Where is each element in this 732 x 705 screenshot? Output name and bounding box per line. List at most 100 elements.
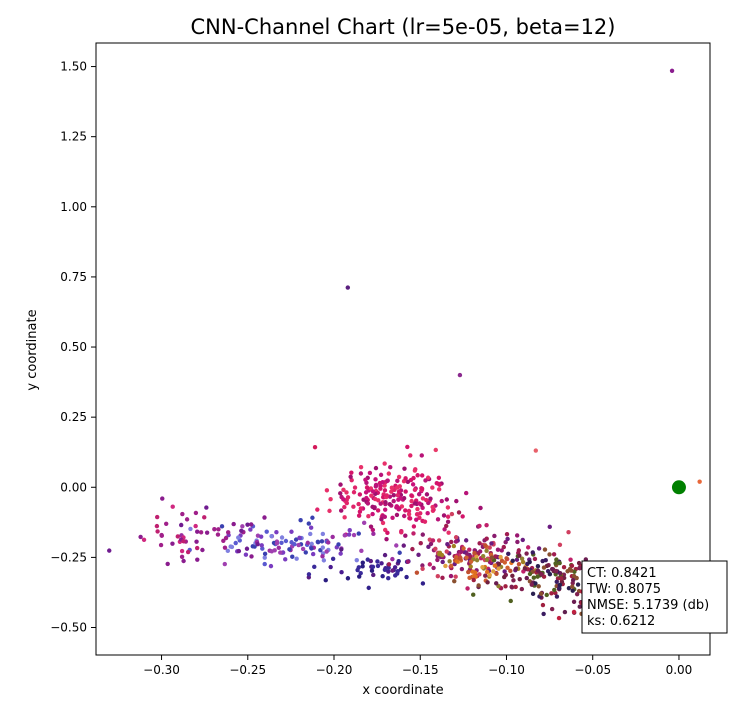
- scatter-point: [236, 535, 241, 540]
- scatter-point: [430, 538, 436, 543]
- scatter-point: [231, 521, 236, 527]
- scatter-point: [435, 557, 440, 563]
- scatter-point: [504, 556, 509, 561]
- scatter-point: [179, 548, 185, 554]
- scatter-point: [474, 554, 479, 559]
- scatter-point: [503, 584, 508, 589]
- scatter-point: [404, 574, 409, 580]
- scatter-point: [328, 496, 333, 502]
- scatter-point: [474, 557, 480, 563]
- scatter-point: [321, 558, 327, 563]
- scatter-point: [326, 540, 331, 545]
- scatter-point: [516, 561, 522, 567]
- scatter-point: [248, 527, 253, 532]
- scatter-point: [225, 548, 231, 554]
- scatter-point: [276, 545, 281, 551]
- scatter-point: [415, 506, 420, 512]
- scatter-point: [536, 546, 542, 551]
- scatter-point: [456, 510, 462, 515]
- scatter-point: [436, 487, 442, 492]
- scatter-point: [390, 515, 395, 520]
- scatter-point: [382, 483, 387, 488]
- scatter-point: [452, 578, 457, 584]
- scatter-point: [547, 571, 553, 577]
- scatter-point: [327, 508, 332, 514]
- scatter-point: [472, 550, 477, 556]
- scatter-point: [339, 570, 344, 575]
- scatter-point: [419, 473, 425, 478]
- scatter-point: [489, 541, 494, 546]
- scatter-point: [467, 547, 472, 552]
- scatter-point: [471, 592, 476, 597]
- scatter-point: [330, 534, 335, 540]
- scatter-point: [358, 471, 364, 476]
- scatter-point: [338, 551, 343, 556]
- scatter-point: [411, 531, 416, 536]
- scatter-point: [551, 552, 557, 557]
- scatter-point: [279, 535, 285, 540]
- y-tick-label: −0.25: [50, 550, 87, 564]
- x-axis-label: x coordinate: [362, 683, 443, 698]
- scatter-point: [527, 559, 532, 565]
- scatter-point-outlier: [669, 68, 675, 73]
- scatter-point: [484, 557, 490, 563]
- scatter-point: [448, 563, 454, 569]
- scatter-point: [179, 554, 185, 560]
- scatter-point: [431, 565, 436, 571]
- scatter-point: [264, 529, 269, 534]
- scatter-point: [402, 466, 407, 471]
- scatter-point: [324, 549, 329, 554]
- scatter-point: [554, 557, 559, 562]
- scatter-point: [392, 565, 398, 570]
- scatter-point: [394, 543, 399, 548]
- scatter-point: [107, 548, 112, 553]
- scatter-point: [554, 579, 559, 584]
- scatter-point: [414, 517, 419, 522]
- scatter-point: [426, 544, 431, 550]
- scatter-point: [444, 497, 449, 502]
- y-tick-label: 1.00: [60, 200, 87, 214]
- scatter-point: [487, 572, 492, 578]
- scatter-point: [378, 486, 383, 491]
- scatter-point: [531, 575, 537, 580]
- x-tick-label: −0.10: [488, 663, 525, 677]
- scatter-point: [558, 576, 564, 581]
- scatter-point: [330, 556, 336, 562]
- scatter-point: [212, 527, 217, 532]
- scatter-point: [557, 582, 563, 588]
- scatter-point: [357, 574, 362, 579]
- scatter-point: [385, 478, 390, 484]
- scatter-point: [181, 558, 186, 564]
- scatter-point: [341, 487, 346, 493]
- x-tick-label: −0.30: [143, 663, 180, 677]
- scatter-point: [527, 571, 533, 577]
- scatter-point: [529, 582, 534, 587]
- scatter-point: [346, 532, 352, 537]
- scatter-point: [279, 540, 284, 546]
- scatter-point: [464, 555, 469, 560]
- scatter-point: [428, 541, 434, 547]
- scatter-point: [471, 577, 476, 583]
- scatter-point: [499, 548, 504, 553]
- scatter-point: [294, 556, 299, 561]
- scatter-point: [419, 486, 425, 491]
- scatter-point: [459, 566, 465, 572]
- scatter-point: [389, 489, 394, 494]
- scatter-point: [547, 524, 552, 530]
- scatter-point: [556, 615, 562, 621]
- scatter-point: [571, 599, 577, 605]
- scatter-point: [514, 533, 520, 538]
- scatter-point: [420, 532, 425, 537]
- scatter-point: [397, 550, 402, 555]
- scatter-point: [382, 507, 388, 512]
- scatter-point: [396, 489, 402, 494]
- scatter-point: [471, 573, 476, 579]
- scatter-point: [390, 568, 395, 573]
- scatter-point: [262, 551, 268, 557]
- scatter-point: [463, 538, 469, 543]
- scatter-point: [375, 559, 380, 564]
- scatter-point: [554, 594, 560, 599]
- scatter-point: [249, 522, 254, 527]
- scatter-point: [535, 568, 541, 573]
